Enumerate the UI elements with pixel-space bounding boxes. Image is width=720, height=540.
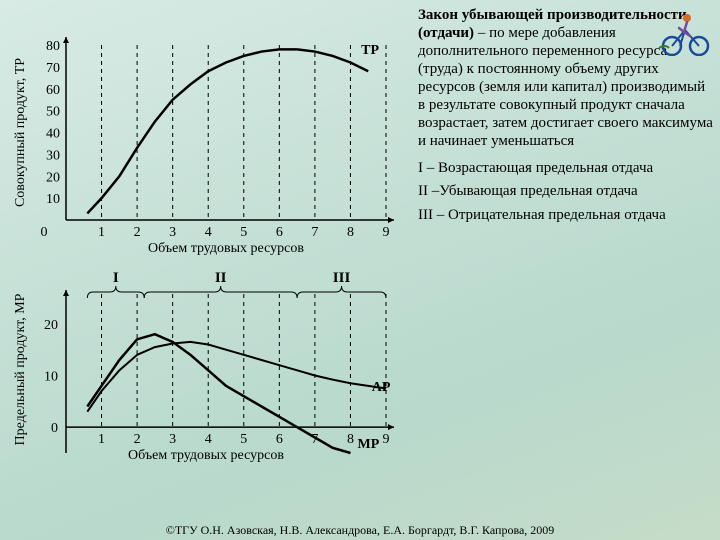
svg-text:0: 0	[51, 421, 58, 436]
svg-text:AP: AP	[372, 380, 391, 395]
svg-text:8: 8	[347, 225, 354, 240]
svg-text:Объем трудовых ресурсов: Объем трудовых ресурсов	[148, 241, 304, 256]
svg-text:MP: MP	[358, 437, 380, 452]
cyclist-icon	[657, 6, 712, 56]
svg-text:Предельный продукт, MP: Предельный продукт, MP	[13, 293, 28, 445]
svg-text:I: I	[113, 270, 119, 286]
svg-text:6: 6	[276, 432, 283, 447]
svg-text:2: 2	[134, 432, 141, 447]
svg-text:Совокупный продукт, TP: Совокупный продукт, TP	[13, 58, 28, 207]
charts-svg: 10203040506070801234567890TPОбъем трудов…	[6, 20, 406, 480]
svg-text:70: 70	[46, 61, 60, 76]
svg-text:20: 20	[46, 170, 60, 185]
svg-text:0: 0	[41, 225, 48, 240]
svg-text:30: 30	[46, 148, 60, 163]
svg-text:5: 5	[240, 225, 247, 240]
footer-copyright: ©ТГУ О.Н. Азовская, Н.В. Александрова, Е…	[0, 523, 720, 538]
svg-text:3: 3	[169, 225, 176, 240]
svg-text:9: 9	[383, 432, 390, 447]
svg-text:4: 4	[205, 225, 212, 240]
svg-text:60: 60	[46, 83, 60, 98]
svg-text:80: 80	[46, 39, 60, 54]
legend-2: II –Убывающая предельная отдача	[418, 183, 714, 200]
svg-text:2: 2	[134, 225, 141, 240]
svg-text:9: 9	[383, 225, 390, 240]
legend-1: I – Возрастающая предельная отдача	[418, 160, 714, 177]
svg-text:Объем трудовых ресурсов: Объем трудовых ресурсов	[128, 448, 284, 463]
svg-text:7: 7	[311, 225, 318, 240]
svg-text:TP: TP	[361, 43, 379, 58]
svg-text:20: 20	[44, 318, 58, 333]
svg-text:3: 3	[169, 432, 176, 447]
svg-text:8: 8	[347, 432, 354, 447]
svg-text:50: 50	[46, 105, 60, 120]
svg-text:III: III	[333, 270, 351, 286]
svg-text:1: 1	[98, 225, 105, 240]
svg-text:5: 5	[240, 432, 247, 447]
svg-text:II: II	[215, 270, 227, 286]
svg-text:40: 40	[46, 127, 60, 142]
svg-text:10: 10	[46, 192, 60, 207]
svg-text:4: 4	[205, 432, 212, 447]
svg-text:1: 1	[98, 432, 105, 447]
svg-text:6: 6	[276, 225, 283, 240]
legend-3: III – Отрицательная предельная отдача	[418, 207, 714, 224]
svg-text:10: 10	[44, 370, 58, 385]
